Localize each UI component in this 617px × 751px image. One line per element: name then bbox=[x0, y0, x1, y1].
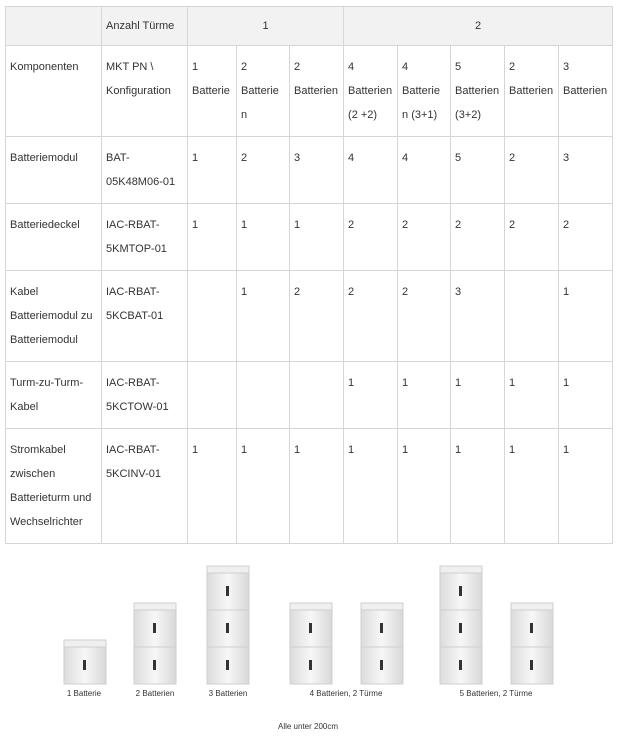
value-cell: 1 bbox=[187, 136, 237, 204]
component-cell: Turm-zu-Turm-Kabel bbox=[5, 361, 102, 429]
value-cell: 2 Batterien bbox=[288, 45, 345, 137]
table-row: Batteriemodul BAT-05K48M06-01 1 2 3 4 4 5 2 3 bbox=[5, 136, 614, 204]
value-cell: 2 Batterien bbox=[236, 45, 290, 137]
caption: 5 Batterien, 2 Türme bbox=[460, 689, 533, 698]
value-cell: 1 bbox=[236, 428, 290, 544]
value-cell: 1 bbox=[397, 361, 452, 429]
table-row: Stromkabel zwischen Batterieturm und Wec… bbox=[5, 428, 614, 544]
table-row: Kabel Batteriemodul zu Batteriemodul IAC-… bbox=[5, 270, 614, 362]
value-cell: 1 bbox=[558, 361, 614, 429]
part-number-cell: IAC-RBAT-5KCBAT-01 bbox=[101, 270, 188, 362]
value-cell: 1 bbox=[558, 270, 614, 362]
value-cell: 1 bbox=[236, 203, 290, 271]
value-cell: 2 bbox=[450, 203, 506, 271]
caption: 2 Batterien bbox=[136, 689, 175, 698]
battery-figure: 1 Batterie 2 Batterien 3 Batterien 4 Bat… bbox=[63, 565, 554, 731]
stack-2 bbox=[133, 602, 177, 685]
value-cell bbox=[187, 270, 237, 362]
value-cell bbox=[187, 361, 237, 429]
empty-cell bbox=[5, 6, 102, 46]
value-cell: 1 bbox=[343, 428, 399, 544]
value-cell: 1 bbox=[187, 203, 237, 271]
value-cell: 3 bbox=[558, 136, 614, 204]
value-cell: 2 bbox=[504, 136, 560, 204]
value-cell: 4 bbox=[397, 136, 452, 204]
table-row: Komponenten MKT PN \ Konfiguration 1 Batte… bbox=[5, 45, 614, 137]
value-cell: 2 bbox=[343, 203, 399, 271]
component-cell: Kabel Batteriemodul zu Batteriemodul bbox=[5, 270, 102, 362]
value-cell: 2 Batterien bbox=[504, 45, 560, 137]
value-cell: 2 bbox=[397, 270, 452, 362]
value-cell: 2 bbox=[236, 136, 290, 204]
value-cell: 3 Batterien bbox=[558, 45, 614, 137]
value-cell: 1 bbox=[504, 361, 560, 429]
value-cell bbox=[504, 270, 560, 362]
value-cell: 2 bbox=[504, 203, 560, 271]
value-cell: 1 bbox=[504, 428, 560, 544]
part-number-cell: IAC-RBAT-5KCTOW-01 bbox=[101, 361, 188, 429]
value-cell: 1 bbox=[187, 428, 237, 544]
header-row: Anzahl Türme 1 2 bbox=[5, 6, 614, 46]
header-label: Anzahl Türme bbox=[101, 6, 188, 46]
tower-header: 2 bbox=[343, 6, 614, 46]
value-cell: 4 Batterien (3+1) bbox=[397, 45, 452, 137]
stack-4 bbox=[289, 602, 404, 685]
part-number-cell: MKT PN \ Konfiguration bbox=[101, 45, 188, 137]
value-cell: 1 Batterie bbox=[187, 45, 237, 137]
value-cell: 1 bbox=[343, 361, 399, 429]
value-cell: 1 bbox=[236, 270, 290, 362]
part-number-cell: IAC-RBAT-5KMTOP-01 bbox=[101, 203, 188, 271]
value-cell: 1 bbox=[450, 361, 506, 429]
stack-1 bbox=[63, 639, 107, 685]
value-cell: 5 Batterien (3+2) bbox=[450, 45, 506, 137]
caption: 4 Batterien, 2 Türme bbox=[310, 689, 383, 698]
value-cell: 1 bbox=[288, 203, 345, 271]
note: Alle unter 200cm bbox=[278, 722, 338, 731]
value-cell: 4 bbox=[343, 136, 399, 204]
value-cell: 2 bbox=[343, 270, 399, 362]
component-cell: Komponenten bbox=[5, 45, 102, 137]
value-cell: 4 Batterien (2 +2) bbox=[343, 45, 399, 137]
value-cell: 1 bbox=[288, 428, 345, 544]
value-cell: 1 bbox=[397, 428, 452, 544]
value-cell: 3 bbox=[450, 270, 506, 362]
component-cell: Batteriedeckel bbox=[5, 203, 102, 271]
value-cell bbox=[288, 361, 345, 429]
component-cell: Batteriemodul bbox=[5, 136, 102, 204]
table-row: Turm-zu-Turm-Kabel IAC-RBAT-5KCTOW-01 1 1 1 1… bbox=[5, 361, 614, 429]
part-number-cell: BAT-05K48M06-01 bbox=[101, 136, 188, 204]
value-cell: 2 bbox=[397, 203, 452, 271]
value-cell: 2 bbox=[288, 270, 345, 362]
value-cell: 5 bbox=[450, 136, 506, 204]
value-cell: 3 bbox=[288, 136, 345, 204]
stack-5 bbox=[439, 565, 554, 685]
value-cell: 1 bbox=[450, 428, 506, 544]
components-table: Anzahl Türme 1 2 Komponenten MKT PN \ Kon… bbox=[5, 6, 614, 544]
caption: 3 Batterien bbox=[209, 689, 248, 698]
component-cell: Stromkabel zwischen Batterieturm und Wec… bbox=[5, 428, 102, 544]
tower-header: 1 bbox=[186, 6, 345, 46]
value-cell bbox=[236, 361, 290, 429]
value-cell: 2 bbox=[558, 203, 614, 271]
part-number-cell: IAC-RBAT-5KCINV-01 bbox=[101, 428, 188, 544]
stack-3 bbox=[206, 565, 250, 685]
caption: 1 Batterie bbox=[67, 689, 102, 698]
table-row: Batteriedeckel IAC-RBAT-5KMTOP-01 1 1 1 2 2 2 2 2 bbox=[5, 203, 614, 271]
value-cell: 1 bbox=[558, 428, 614, 544]
